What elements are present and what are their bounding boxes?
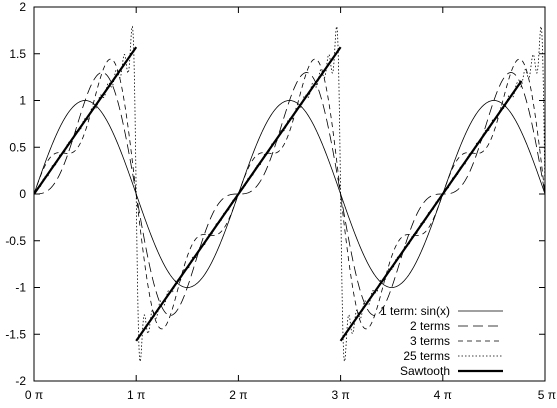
y-tick-label: 0	[19, 187, 26, 201]
series-1-term-sin-x-line	[34, 100, 545, 288]
y-tick-label: -1.5	[5, 327, 26, 341]
y-tick-label: 1	[19, 94, 26, 108]
legend-label-2-terms: 2 terms	[410, 319, 450, 333]
legend-label-25-terms: 25 terms	[403, 349, 450, 363]
axes: 2 1.5 1 0.5 0 -0.5 -1 -1.5 -20 π 1 π 2 π 3 π 4 π 5 π	[5, 0, 556, 402]
plot-area	[34, 25, 545, 363]
x-tick-label: 4 π	[434, 388, 452, 402]
y-tick-label: -0.5	[5, 234, 26, 248]
y-tick-label: 1.5	[9, 47, 26, 61]
plot-frame	[33, 6, 546, 382]
series-sawtooth-segment	[34, 46, 138, 195]
series-2-terms-line	[34, 72, 545, 316]
x-tick-label: 1 π	[127, 388, 145, 402]
legend-label-1-term-sin-x: 1 term: sin(x)	[380, 304, 450, 318]
series-sawtooth-segment	[135, 46, 342, 342]
y-tick-label: -2	[15, 374, 26, 388]
x-tick-label: 5 π	[538, 388, 556, 402]
x-tick-label: 0 π	[25, 388, 43, 402]
series-sawtooth-segment	[339, 80, 523, 342]
y-tick-label: 2	[19, 0, 26, 14]
legend-label-sawtooth: Sawtooth	[400, 364, 450, 378]
y-tick-label: -1	[15, 281, 26, 295]
x-tick-label: 2 π	[229, 388, 247, 402]
legend-label-3-terms: 3 terms	[410, 334, 450, 348]
y-tick-label: 0.5	[9, 140, 26, 154]
x-tick-label: 3 π	[331, 388, 349, 402]
